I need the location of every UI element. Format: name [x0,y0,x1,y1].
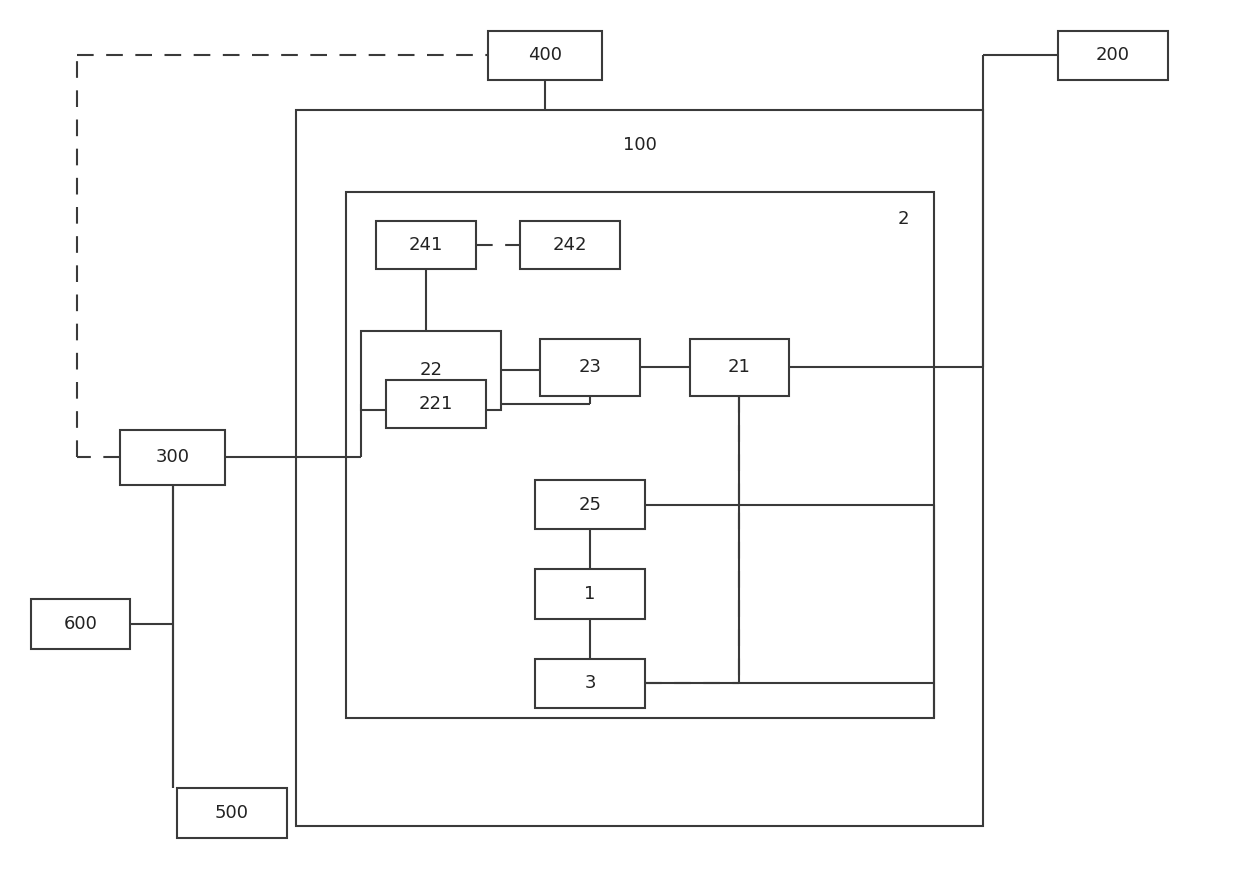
Bar [521,221,620,269]
Text: 21: 21 [728,358,751,376]
Bar [31,599,130,649]
Text: 200: 200 [1096,46,1130,64]
Text: 600: 600 [63,615,98,633]
Text: 241: 241 [409,236,443,254]
Text: 22: 22 [419,362,443,380]
Text: 400: 400 [528,46,562,64]
Text: 221: 221 [419,396,453,413]
Text: 25: 25 [579,496,601,514]
Text: 2: 2 [898,211,909,228]
Bar [541,339,640,396]
Text: 3: 3 [584,675,596,693]
Bar [487,30,603,80]
Bar [346,192,934,718]
Bar [361,331,501,410]
Text: 23: 23 [579,358,601,376]
Text: 100: 100 [622,136,657,154]
Bar [536,659,645,709]
Bar [120,430,224,485]
Bar [376,221,476,269]
Bar [536,480,645,530]
Text: 242: 242 [553,236,588,254]
Text: 300: 300 [155,448,190,467]
Bar [536,569,645,619]
Bar [386,380,486,428]
Bar [177,788,286,837]
Text: 500: 500 [215,804,249,821]
Bar [1058,30,1168,80]
Bar [689,339,789,396]
Text: 1: 1 [584,585,596,603]
Bar [296,110,983,826]
